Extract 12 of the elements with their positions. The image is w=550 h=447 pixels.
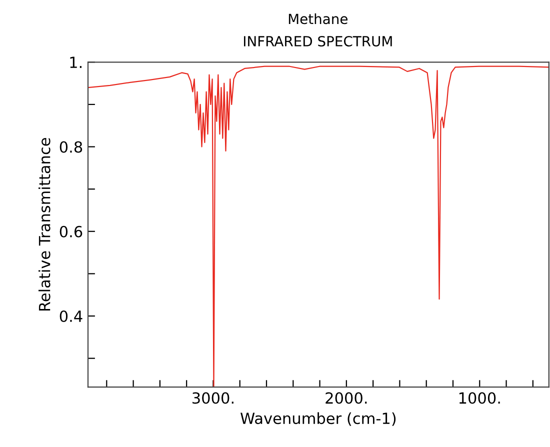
line-series [88, 66, 549, 388]
y-axis-title: Relative Transmittance [38, 138, 50, 311]
x-tick-label: 2000. [326, 392, 367, 404]
chart-title: Methane [288, 13, 348, 24]
y-tick-label: 0.4 [60, 310, 82, 322]
x-tick-label: 3000. [192, 392, 234, 404]
y-tick-label: 0.6 [60, 226, 82, 238]
y-tick-label: 0.8 [60, 141, 82, 153]
x-tick-label: 1000. [459, 392, 500, 404]
x-axis-title: Wavenumber (cm-1) [240, 412, 396, 426]
chart-subtitle: INFRARED SPECTRUM [244, 36, 392, 46]
y-tick-label: 1. [70, 56, 82, 68]
